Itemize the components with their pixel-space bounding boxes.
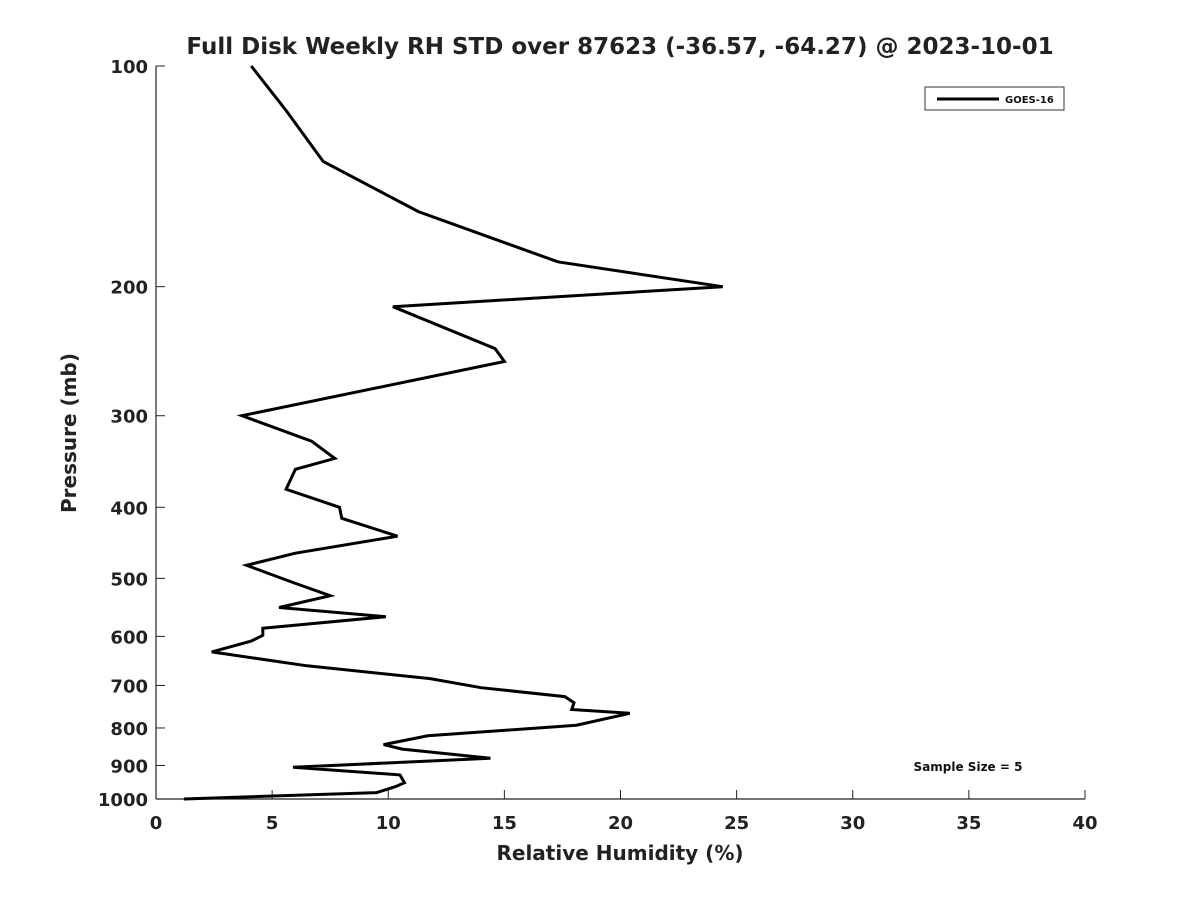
legend-entry-goes-16: GOES-16	[1005, 95, 1054, 106]
x-tick-label: 5	[266, 813, 279, 834]
x-tick-label: 35	[956, 813, 981, 834]
y-tick-label: 500	[110, 569, 148, 590]
series-line-goes-16	[183, 65, 723, 801]
x-tick-label: 25	[724, 813, 749, 834]
y-tick-label: 900	[110, 756, 148, 777]
y-tick-label: 100	[110, 57, 148, 78]
series-layer	[183, 65, 723, 801]
y-tick-label: 700	[110, 676, 148, 697]
plot-area	[156, 66, 1085, 799]
x-axis-ticks: 0 5 10 15 20 25 30 35 40	[150, 790, 1098, 834]
y-axis-ticks: 100 200 300 400 500 600 700 800 900 1000	[98, 57, 165, 811]
chart-title: Full Disk Weekly RH STD over 87623 (-36.…	[186, 34, 1053, 60]
x-tick-label: 0	[150, 813, 163, 834]
x-axis-label: Relative Humidity (%)	[496, 841, 743, 865]
y-tick-label: 1000	[98, 790, 148, 811]
x-tick-label: 10	[376, 813, 401, 834]
y-tick-label: 400	[110, 498, 148, 519]
y-tick-label: 300	[110, 407, 148, 428]
x-tick-label: 30	[840, 813, 865, 834]
x-tick-label: 20	[608, 813, 633, 834]
y-axis-label: Pressure (mb)	[57, 353, 81, 513]
y-tick-label: 200	[110, 278, 148, 299]
x-tick-label: 40	[1072, 813, 1097, 834]
x-tick-label: 15	[492, 813, 517, 834]
y-tick-label: 600	[110, 627, 148, 648]
legend: GOES-16	[924, 86, 1065, 111]
y-tick-label: 800	[110, 719, 148, 740]
sample-size-annotation: Sample Size = 5	[914, 760, 1023, 774]
